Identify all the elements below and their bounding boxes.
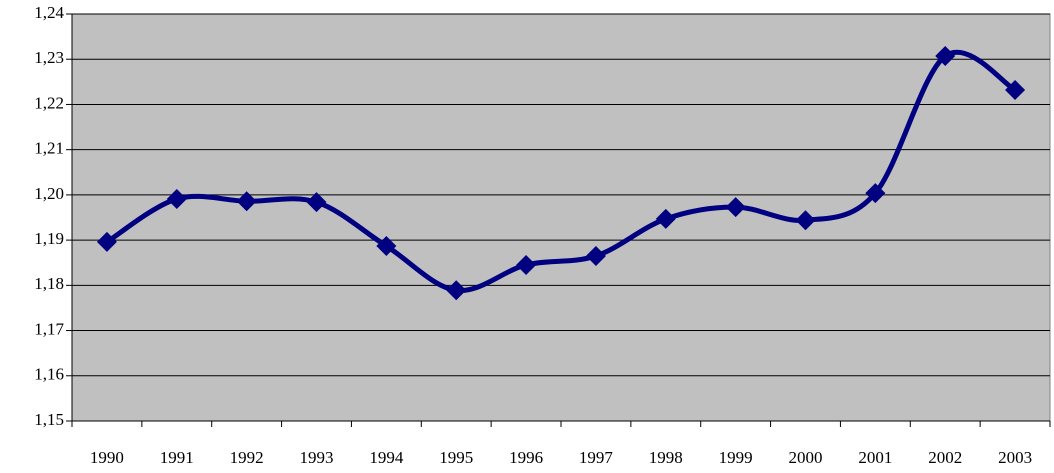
- x-tick-label: 1995: [439, 448, 473, 467]
- data-point: [1005, 79, 1026, 100]
- y-tick-label: 1,18: [34, 274, 64, 293]
- x-tick-label: 2001: [858, 448, 892, 467]
- x-tick-label: 1993: [300, 448, 334, 467]
- x-tick-label: 1990: [90, 448, 124, 467]
- y-tick-label: 1,17: [34, 319, 64, 338]
- y-tick-label: 1,21: [34, 139, 64, 158]
- x-tick-label: 2003: [998, 448, 1032, 467]
- data-point: [935, 46, 956, 67]
- data-point: [795, 210, 816, 231]
- data-point: [865, 183, 886, 204]
- y-tick-label: 1,24: [34, 3, 64, 22]
- data-point: [306, 192, 327, 213]
- x-tick-label: 2002: [928, 448, 962, 467]
- x-tick-label: 1998: [649, 448, 683, 467]
- data-point: [585, 245, 606, 266]
- data-point: [376, 235, 397, 256]
- plot-area: [71, 13, 1051, 422]
- data-point: [516, 254, 537, 275]
- y-tick-label: 1,16: [34, 365, 64, 384]
- y-tick-label: 1,19: [34, 229, 64, 248]
- data-point: [236, 191, 257, 212]
- x-tick-label: 1999: [719, 448, 753, 467]
- x-tick-label: 1996: [509, 448, 543, 467]
- data-point: [446, 280, 467, 301]
- data-point: [655, 208, 676, 229]
- y-tick-label: 1,15: [34, 410, 64, 429]
- data-point: [725, 197, 746, 218]
- data-point: [96, 231, 117, 252]
- x-tick-label: 1991: [160, 448, 194, 467]
- y-tick-label: 1,23: [34, 48, 64, 67]
- x-tick-label: 1994: [369, 448, 404, 467]
- y-tick-label: 1,20: [34, 184, 64, 203]
- data-point: [166, 188, 187, 209]
- x-tick-label: 1997: [579, 448, 614, 467]
- x-tick-label: 2000: [789, 448, 823, 467]
- x-tick-label: 1992: [230, 448, 264, 467]
- y-tick-label: 1,22: [34, 93, 64, 112]
